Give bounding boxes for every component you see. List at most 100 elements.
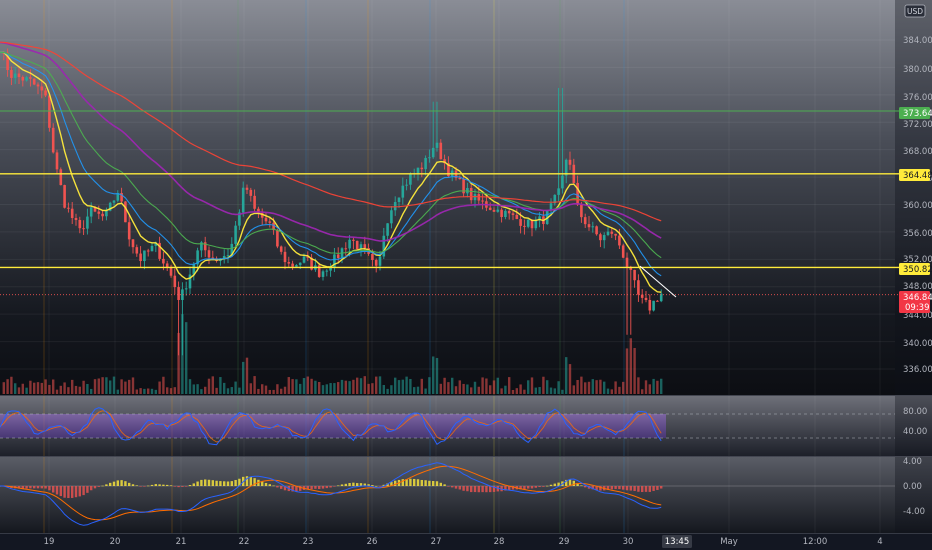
time-axis[interactable]: 19 20 21 22 23 26 27 28 29 30 13:45 May … bbox=[44, 535, 883, 548]
volume-bar bbox=[223, 382, 226, 394]
volume-bar bbox=[363, 376, 366, 394]
candle-body bbox=[439, 142, 443, 160]
volume-bar bbox=[443, 377, 446, 394]
macd-histogram-bar bbox=[394, 480, 397, 486]
volume-bar bbox=[386, 388, 389, 394]
price-tick: 352.00 bbox=[903, 255, 932, 265]
volume-bar bbox=[519, 384, 522, 394]
candle-body bbox=[583, 217, 587, 225]
candle-body bbox=[203, 242, 207, 251]
time-label: 4 bbox=[877, 537, 882, 547]
candle-body bbox=[530, 219, 534, 229]
candle-body bbox=[652, 300, 655, 311]
volume-bar bbox=[116, 389, 119, 394]
macd-histogram-bar bbox=[565, 479, 568, 486]
candle-body bbox=[268, 221, 272, 223]
horizontal-levels[interactable] bbox=[0, 110, 899, 298]
moving-average-lines bbox=[0, 41, 662, 293]
macd-histogram-bar bbox=[230, 481, 233, 486]
macd-tick: 0.00 bbox=[903, 482, 922, 492]
volume-bar bbox=[565, 357, 568, 394]
volume-bar bbox=[530, 377, 534, 394]
volume-bar bbox=[59, 385, 62, 394]
macd-histogram-bar bbox=[489, 486, 492, 493]
candle-body bbox=[371, 253, 374, 260]
macd-histogram-bar bbox=[553, 483, 556, 486]
candle-body bbox=[257, 208, 260, 213]
candle-body bbox=[477, 194, 481, 201]
volume-bar bbox=[568, 364, 572, 394]
macd-histogram-bar bbox=[200, 479, 203, 486]
volume-bar bbox=[310, 378, 313, 394]
candle-body bbox=[184, 288, 188, 290]
candle-body bbox=[169, 267, 173, 276]
macd-histogram-bar bbox=[63, 486, 66, 498]
candle-body bbox=[264, 217, 268, 222]
volume-bar bbox=[211, 376, 214, 394]
candle-body bbox=[390, 210, 393, 224]
candle-body bbox=[291, 263, 294, 267]
volume-bar bbox=[299, 383, 302, 394]
macd-histogram-bar bbox=[473, 486, 477, 493]
candle-body bbox=[538, 216, 541, 221]
macd-histogram-bar bbox=[86, 486, 89, 493]
candle-body bbox=[112, 200, 116, 203]
countdown-text: 09:39 bbox=[905, 303, 930, 313]
macd-histogram-bar bbox=[439, 482, 442, 486]
macd-histogram-bar bbox=[276, 486, 279, 488]
volume-bar bbox=[504, 385, 507, 394]
macd-histogram-bar bbox=[36, 486, 40, 489]
session-separators bbox=[43, 0, 625, 533]
macd-histogram-bar bbox=[226, 481, 230, 486]
price-badge-lower[interactable]: 350.82 bbox=[899, 263, 932, 275]
volume-bar bbox=[394, 377, 397, 394]
volume-bar bbox=[17, 387, 21, 394]
price-tick: 380.00 bbox=[903, 65, 932, 75]
macd-histogram-bar bbox=[622, 486, 625, 490]
time-label: 23 bbox=[303, 537, 314, 547]
macd-axis[interactable]: 4.00 0.00 -4.00 bbox=[903, 457, 925, 517]
candle-body bbox=[519, 219, 522, 226]
macd-histogram-bar bbox=[245, 476, 249, 486]
macd-histogram-bar bbox=[162, 484, 165, 486]
volume-bar bbox=[78, 386, 81, 394]
stoch-axis[interactable]: 80.00 40.00 bbox=[903, 407, 927, 437]
volume-bar bbox=[204, 386, 207, 394]
candlesticks[interactable] bbox=[2, 48, 663, 356]
volume-bar bbox=[143, 388, 146, 394]
volume-bar bbox=[97, 378, 100, 394]
macd-histogram-bar bbox=[648, 486, 651, 492]
currency-badge-frame[interactable] bbox=[904, 4, 926, 18]
candle-body bbox=[6, 52, 9, 71]
volume-bar bbox=[489, 385, 492, 394]
candle-body bbox=[618, 235, 621, 246]
macd-histogram-bar bbox=[428, 480, 431, 486]
volume-bar bbox=[150, 388, 154, 394]
candle-body bbox=[443, 159, 446, 164]
price-badge-upper[interactable]: 364.48 bbox=[899, 169, 932, 181]
volume-bar bbox=[614, 381, 617, 394]
candle-body bbox=[32, 78, 36, 85]
stoch-k-line bbox=[0, 407, 662, 446]
time-label: 26 bbox=[367, 537, 378, 547]
candle-body bbox=[135, 247, 139, 254]
volume-bar bbox=[63, 382, 66, 394]
price-badge-green[interactable]: 373.64 bbox=[899, 107, 932, 119]
macd-histogram-bar bbox=[470, 486, 473, 493]
volume-bar bbox=[603, 381, 606, 394]
macd-histogram-bar bbox=[618, 486, 621, 490]
candle-body bbox=[336, 254, 340, 259]
volume-bar bbox=[515, 388, 518, 394]
last-price-badge[interactable]: 346.84 09:39 bbox=[899, 291, 932, 313]
macd-indicator bbox=[0, 462, 895, 526]
macd-histogram-bar bbox=[249, 476, 252, 486]
macd-histogram-bar bbox=[542, 486, 545, 487]
candle-body bbox=[545, 209, 549, 225]
time-label: 28 bbox=[494, 537, 505, 547]
volume-bar bbox=[348, 381, 351, 394]
macd-histogram-bar bbox=[234, 479, 237, 486]
macd-histogram-bar bbox=[340, 484, 344, 486]
macd-histogram-bar bbox=[447, 486, 450, 487]
volume-bar bbox=[226, 388, 230, 394]
